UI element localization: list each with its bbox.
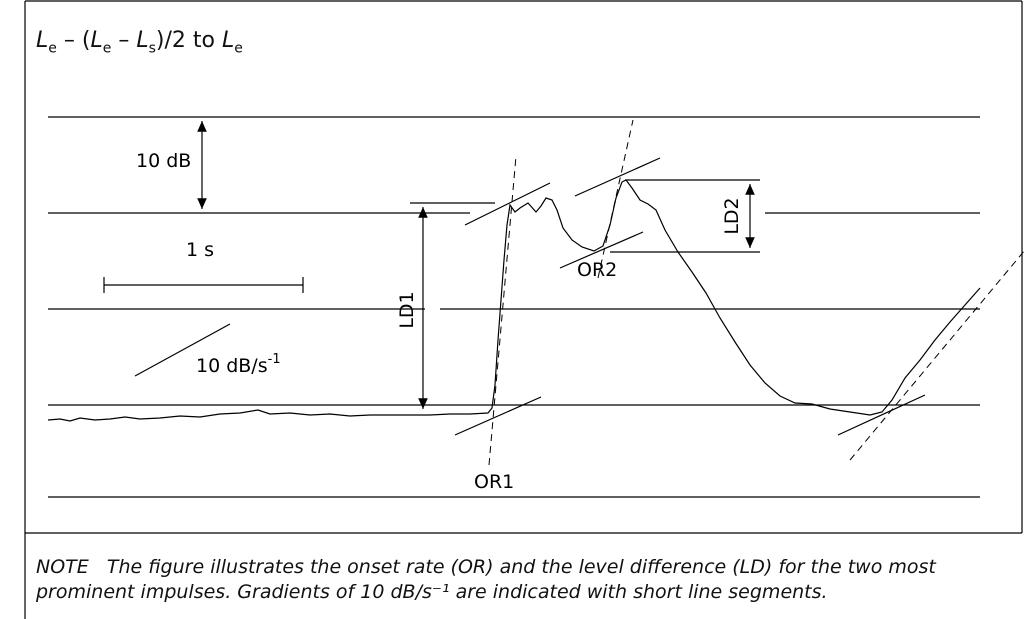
level-curve (47, 179, 981, 422)
onset-tangents (454, 119, 1026, 466)
text-part: – ( (56, 28, 91, 53)
text-part: e (102, 40, 112, 57)
level-label: 10 dB (136, 150, 191, 172)
frame (24, 0, 1023, 619)
text-part: L (222, 28, 235, 53)
note: NOTE The figure illustrates the onset ra… (36, 556, 942, 603)
text-part: e (48, 40, 57, 57)
text-part: -1 (268, 352, 281, 367)
text-part: L (36, 28, 49, 53)
or1-label: OR1 (474, 471, 514, 493)
ld2-label: LD2 (721, 197, 743, 234)
text-part: )/2 to (155, 28, 222, 53)
reference-lines (48, 116, 980, 498)
text-part: L (90, 28, 103, 53)
time-label: 1 s (186, 239, 214, 261)
text-part: s (148, 40, 156, 57)
text-part: – (111, 28, 137, 53)
or2-label: OR2 (577, 259, 617, 281)
gradient-label: 10 dB/s-1 (196, 352, 281, 377)
ld2-marker (610, 179, 760, 253)
text-part: e (234, 40, 243, 57)
ld1-marker (410, 202, 495, 409)
ld1-label: LD1 (396, 291, 418, 328)
gradient-sample (134, 323, 231, 377)
text-part: 10 dB/s (196, 355, 268, 377)
time-bar (103, 277, 304, 293)
figure-title: Le – (Le – Ls)/2 to Le (36, 28, 243, 56)
text-part: L (136, 28, 149, 53)
